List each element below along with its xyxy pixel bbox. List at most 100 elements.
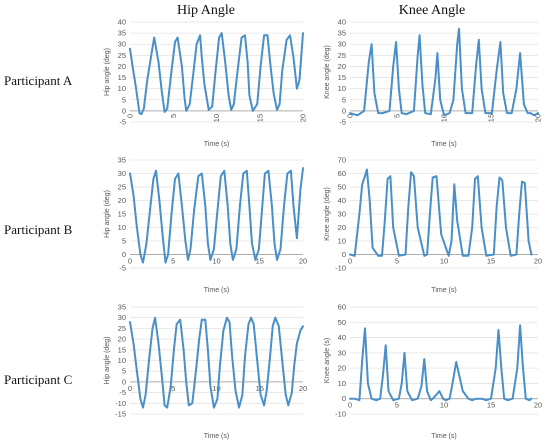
- x-tick-label: 5: [171, 257, 175, 266]
- x-tick-label: 10: [440, 257, 448, 266]
- y-tick-label: 35: [118, 303, 126, 312]
- y-axis-title: Hip angle (deg): [104, 337, 111, 385]
- x-tick-label: 10: [440, 114, 449, 122]
- y-tick-label: 0: [122, 250, 126, 259]
- x-tick-label: 5: [395, 257, 399, 266]
- y-tick-label: 10: [338, 379, 346, 388]
- y-tick-label: -5: [339, 118, 346, 127]
- y-tick-label: 40: [338, 18, 346, 27]
- y-tick-label: 10: [118, 356, 126, 365]
- x-tick-label: 20: [299, 384, 307, 393]
- y-tick-label: 25: [118, 324, 126, 333]
- x-tick-label: 20: [534, 257, 542, 266]
- x-tick-label: 0: [346, 114, 355, 118]
- x-tick-label: 20: [534, 114, 543, 122]
- x-tick-label: 0: [128, 257, 132, 266]
- y-tick-label: 20: [338, 364, 346, 373]
- y-tick-label: 5: [122, 95, 126, 104]
- x-tick-label: 0: [348, 257, 352, 266]
- x-tick-label: 5: [395, 401, 399, 410]
- y-axis-title: Knee angle (deg): [324, 45, 331, 99]
- y-tick-label: 40: [118, 18, 126, 27]
- y-tick-label: 0: [342, 394, 346, 403]
- y-tick-label: -5: [119, 264, 126, 273]
- row-label-a: Participant A: [4, 73, 73, 88]
- y-tick-label: 30: [118, 313, 126, 322]
- y-tick-label: -5: [119, 118, 126, 127]
- col-title-hip: Hip Angle: [177, 3, 235, 18]
- y-tick-label: 0: [122, 106, 126, 115]
- x-tick-label: 10: [212, 257, 220, 266]
- x-axis-title: Time (s): [431, 287, 456, 294]
- y-axis-title: Knee angle (s): [324, 338, 331, 384]
- y-tick-label: -10: [115, 399, 126, 408]
- row-label-b: Participant B: [4, 222, 73, 237]
- x-tick-label: 20: [299, 114, 308, 122]
- y-tick-label: 15: [118, 210, 126, 219]
- x-tick-label: 5: [169, 114, 178, 118]
- y-tick-label: 35: [118, 156, 126, 165]
- y-tick-label: 40: [338, 196, 346, 205]
- y-tick-label: 30: [118, 169, 126, 178]
- y-tick-label: 30: [338, 348, 346, 357]
- y-tick-label: 30: [118, 40, 126, 49]
- y-tick-label: 25: [338, 51, 346, 60]
- y-tick-label: 5: [122, 367, 126, 376]
- y-tick-label: 30: [338, 210, 346, 219]
- y-tick-label: 20: [338, 62, 346, 71]
- y-tick-label: 35: [118, 29, 126, 38]
- x-tick-label: 15: [255, 114, 264, 122]
- y-tick-label: -15: [115, 410, 126, 419]
- x-tick-label: 15: [256, 257, 264, 266]
- x-tick-label: 15: [487, 257, 495, 266]
- series-line: [349, 324, 533, 402]
- y-tick-label: 5: [342, 95, 346, 104]
- y-tick-label: 15: [118, 345, 126, 354]
- x-tick-label: 0: [128, 384, 132, 393]
- y-tick-label: 20: [118, 335, 126, 344]
- y-tick-label: 25: [118, 183, 126, 192]
- x-axis-title: Time (s): [204, 433, 229, 440]
- row-label-c: Participant C: [4, 372, 73, 387]
- x-tick-label: 15: [487, 114, 496, 122]
- col-title-knee: Knee Angle: [398, 3, 466, 18]
- x-tick-label: 10: [440, 401, 448, 410]
- y-tick-label: 15: [118, 73, 126, 82]
- y-tick-label: -10: [335, 264, 346, 273]
- series-line: [349, 27, 539, 117]
- x-tick-label: 10: [212, 114, 221, 122]
- y-tick-label: 60: [338, 303, 346, 312]
- x-tick-label: 20: [299, 257, 307, 266]
- y-tick-label: 0: [122, 377, 126, 386]
- y-tick-label: 10: [118, 223, 126, 232]
- y-tick-label: 20: [118, 62, 126, 71]
- x-tick-label: 20: [534, 401, 542, 410]
- y-tick-label: -10: [335, 410, 346, 419]
- y-tick-label: 20: [338, 223, 346, 232]
- x-tick-label: 0: [348, 401, 352, 410]
- y-tick-label: 0: [342, 106, 346, 115]
- y-axis-title: Hip angle (deg): [104, 48, 111, 96]
- x-tick-label: 10: [212, 384, 220, 393]
- series-line: [129, 316, 304, 409]
- x-axis-title: Time (s): [204, 287, 229, 294]
- x-tick-label: 15: [487, 401, 495, 410]
- y-axis-title: Knee angle (deg): [324, 187, 331, 241]
- y-tick-label: 15: [338, 73, 346, 82]
- x-tick-label: 0: [126, 114, 135, 118]
- y-tick-label: 0: [342, 250, 346, 259]
- y-tick-label: 10: [338, 84, 346, 93]
- y-axis-title: Hip angle (deg): [104, 190, 111, 238]
- series-line: [129, 32, 304, 116]
- y-tick-label: 70: [338, 156, 346, 165]
- series-line: [349, 168, 533, 257]
- y-tick-label: 10: [338, 237, 346, 246]
- series-line: [129, 167, 304, 264]
- x-axis-title: Time (s): [431, 433, 456, 440]
- y-tick-label: 35: [338, 29, 346, 38]
